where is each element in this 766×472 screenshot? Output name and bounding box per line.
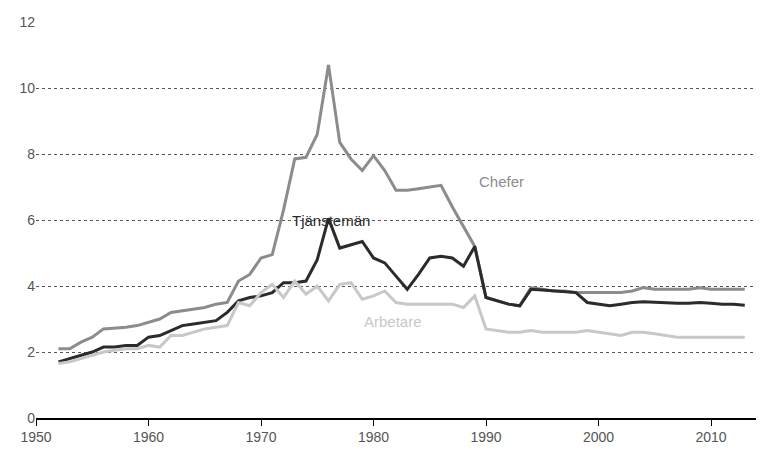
svg-text:6: 6 (27, 212, 35, 228)
svg-text:10: 10 (19, 80, 35, 96)
svg-text:0: 0 (27, 410, 35, 426)
svg-text:1980: 1980 (358, 429, 389, 445)
svg-text:Arbetare: Arbetare (364, 313, 422, 330)
svg-text:1970: 1970 (245, 429, 276, 445)
svg-text:1950: 1950 (20, 429, 51, 445)
svg-text:Chefer: Chefer (479, 173, 524, 190)
svg-text:2010: 2010 (695, 429, 726, 445)
svg-text:2000: 2000 (583, 429, 614, 445)
svg-text:2: 2 (27, 344, 35, 360)
svg-text:4: 4 (27, 278, 35, 294)
svg-text:1990: 1990 (470, 429, 501, 445)
svg-text:12: 12 (19, 14, 35, 30)
svg-text:8: 8 (27, 146, 35, 162)
svg-text:1960: 1960 (133, 429, 164, 445)
svg-text:Tjänstemän: Tjänstemän (292, 212, 370, 229)
